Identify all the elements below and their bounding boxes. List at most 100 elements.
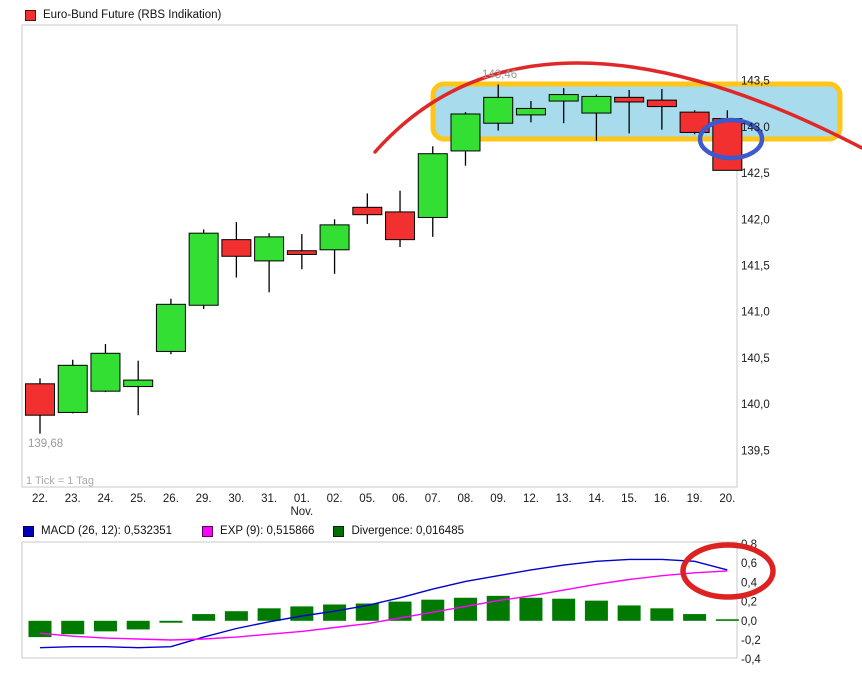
price-y-tick-label: 143,0 <box>741 122 770 134</box>
candle-body <box>515 107 546 116</box>
candle-body <box>417 153 448 218</box>
candle-body <box>123 379 154 388</box>
macd-y-tick-label: -0,4 <box>741 654 761 666</box>
price-y-tick-label: 140,0 <box>741 399 770 411</box>
divergence-legend-square-icon <box>333 525 345 537</box>
divergence-legend-item: Divergence: 0,016485 <box>333 525 464 537</box>
date-x-tick-label: 20. <box>719 493 735 505</box>
date-x-tick-label: 31. <box>261 493 277 505</box>
divergence-histogram-bar <box>388 601 412 621</box>
divergence-histogram-bar <box>28 620 52 638</box>
chart-title-row: Euro-Bund Future (RBS Indikation) <box>25 9 221 21</box>
macd-line <box>39 558 728 649</box>
candle-body <box>548 94 579 102</box>
high-price-label: 143,46 <box>482 69 517 81</box>
divergence-histogram-bar <box>650 608 674 621</box>
candle-body <box>483 96 514 124</box>
date-x-tick-label: 02. <box>327 493 343 505</box>
date-x-tick-label: 22. <box>32 493 48 505</box>
divergence-histogram-bar <box>192 614 216 621</box>
candle-body <box>254 236 285 262</box>
candle-body <box>57 364 88 413</box>
macd-legend-row: MACD (26, 12): 0,532351 EXP (9): 0,51586… <box>23 525 464 537</box>
divergence-histogram-bar <box>552 598 576 621</box>
macd-ellipse-annotation <box>680 542 776 600</box>
candle-body <box>646 99 677 108</box>
price-y-tick-label: 141,5 <box>741 261 770 273</box>
date-x-tick-label: 30. <box>228 493 244 505</box>
price-ellipse-annotation <box>697 117 765 161</box>
date-x-tick-label: 09. <box>490 493 506 505</box>
divergence-histogram-bar <box>715 619 739 621</box>
price-y-tick-label: 142,0 <box>741 214 770 226</box>
low-price-label: 139,68 <box>28 438 63 450</box>
tick-unit-note: 1 Tick = 1 Tag <box>26 475 94 487</box>
series-legend-square-icon <box>25 9 36 21</box>
macd-y-tick-label: 0,6 <box>741 558 757 570</box>
date-x-tick-label: 13. <box>556 493 572 505</box>
candle-body <box>450 113 481 152</box>
divergence-histogram-bar <box>683 614 707 621</box>
macd-panel-border <box>21 541 738 659</box>
date-x-tick-label: 24. <box>97 493 113 505</box>
date-x-tick-label: 16. <box>654 493 670 505</box>
divergence-histogram-bar <box>290 606 314 621</box>
divergence-histogram-bar <box>323 604 347 621</box>
divergence-histogram-bar <box>224 611 248 621</box>
chart-title: Euro-Bund Future (RBS Indikation) <box>43 9 222 21</box>
candle-body <box>221 239 252 257</box>
date-x-tick-label: 26. <box>163 493 179 505</box>
date-x-tick-label: 15. <box>621 493 637 505</box>
divergence-histogram-bar <box>453 597 477 621</box>
divergence-histogram-bar <box>617 605 641 621</box>
macd-y-tick-label: -0,2 <box>741 635 761 647</box>
trend-arc-annotation <box>373 61 862 154</box>
candle-body <box>614 96 645 103</box>
divergence-histogram-bar <box>421 599 445 621</box>
macd-y-tick-label: 0,0 <box>741 616 757 628</box>
date-x-tick-label: 07. <box>425 493 441 505</box>
macd-legend-square-icon <box>23 525 34 537</box>
price-y-tick-label: 142,5 <box>741 168 770 180</box>
candle-body <box>581 95 612 114</box>
candle-body <box>352 206 383 216</box>
exp-legend-label: EXP (9): 0,515866 <box>220 525 315 537</box>
candle-body <box>90 352 121 392</box>
candle-body <box>385 211 416 241</box>
divergence-histogram-bar <box>126 620 150 630</box>
divergence-legend-label: Divergence: 0,016485 <box>351 525 464 537</box>
price-panel-border <box>21 24 738 488</box>
date-x-tick-label: 06. <box>392 493 408 505</box>
candle-body <box>188 232 219 306</box>
candle-body <box>155 303 186 352</box>
macd-y-tick-label: 0,2 <box>741 597 757 609</box>
candle-body <box>286 250 317 255</box>
macd-y-tick-label: 0,4 <box>741 577 758 589</box>
price-y-tick-label: 139,5 <box>741 445 770 457</box>
candle-body <box>679 111 710 133</box>
candle-body <box>319 224 350 251</box>
candle-body <box>712 118 743 171</box>
date-x-tick-label: 08. <box>457 493 473 505</box>
divergence-histogram-bar <box>159 620 183 623</box>
date-x-tick-label: 25. <box>130 493 146 505</box>
divergence-histogram-bar <box>257 608 281 621</box>
macd-legend-item: MACD (26, 12): 0,532351 <box>23 525 172 537</box>
price-y-tick-label: 143,5 <box>741 76 770 88</box>
date-x-tick-label: 29. <box>196 493 212 505</box>
divergence-histogram-bar <box>519 597 543 621</box>
price-y-tick-label: 141,0 <box>741 307 770 319</box>
divergence-histogram-bar <box>61 620 85 635</box>
price-y-tick-label: 140,5 <box>741 353 770 365</box>
signal-line <box>39 570 728 641</box>
date-x-tick-label: 01. <box>294 493 310 505</box>
date-x-tick-label: 05. <box>359 493 375 505</box>
divergence-histogram-bar <box>355 603 379 621</box>
exp-legend-square-icon <box>202 525 214 537</box>
candle-body <box>25 383 55 416</box>
month-label: Nov. <box>290 506 313 518</box>
exp-legend-item: EXP (9): 0,515866 <box>202 525 314 537</box>
date-x-tick-label: 23. <box>65 493 81 505</box>
